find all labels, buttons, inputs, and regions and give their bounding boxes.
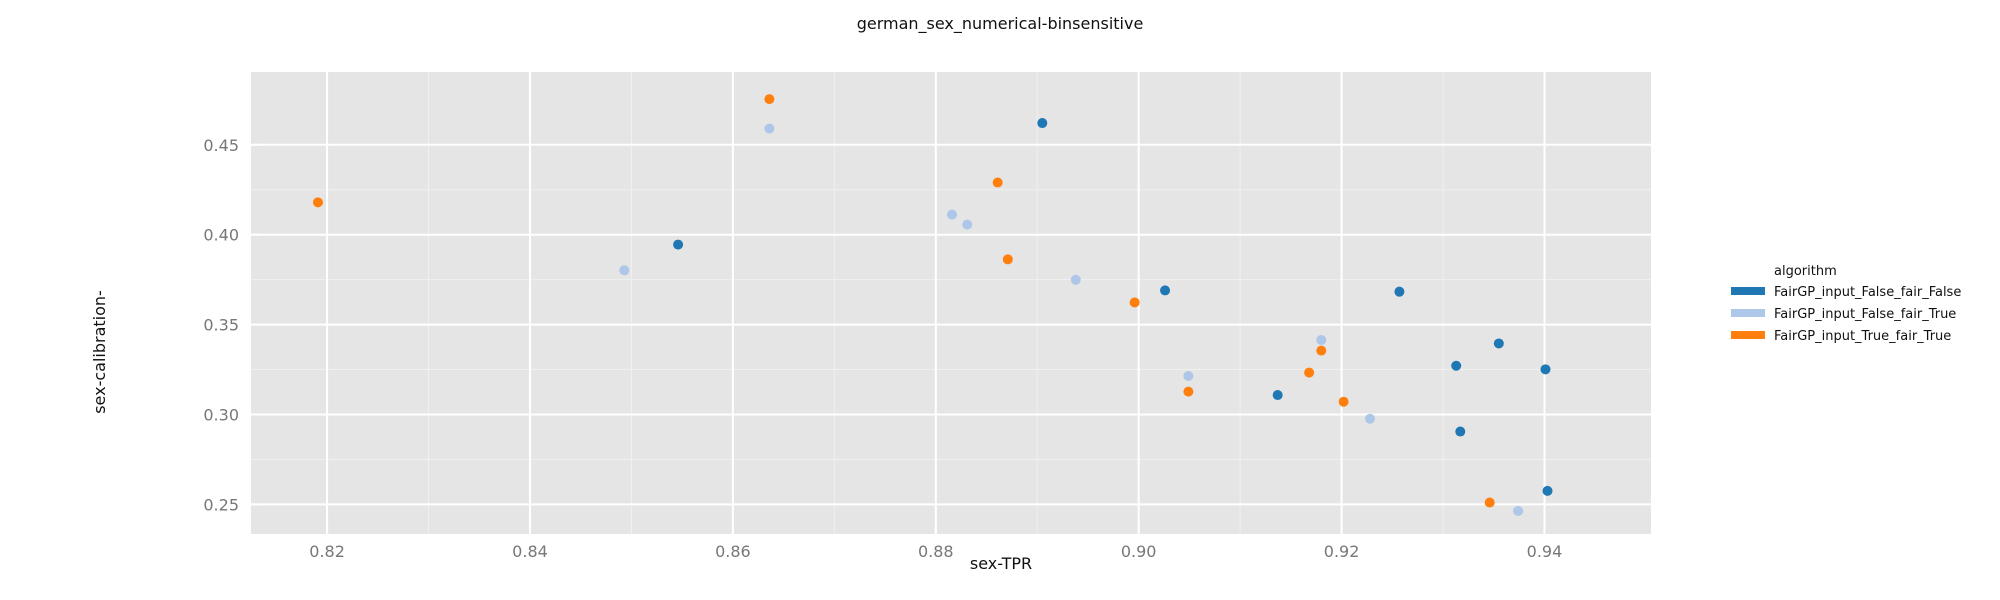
data-points <box>312 94 1553 516</box>
data-point <box>1493 338 1504 349</box>
data-point <box>1304 367 1315 378</box>
data-point <box>1160 285 1171 296</box>
legend-title: algorithm <box>1774 264 1837 279</box>
x-tick-label: 0.94 <box>1527 542 1563 561</box>
data-point <box>1183 386 1194 397</box>
data-point <box>992 177 1003 188</box>
axis-ticks <box>251 143 1546 534</box>
x-tick-label: 0.88 <box>918 542 954 561</box>
y-axis-label: sex-calibration- <box>90 290 109 414</box>
data-point <box>1455 426 1466 437</box>
data-point <box>764 94 775 105</box>
data-point <box>764 123 775 134</box>
series-2-points <box>619 123 1524 516</box>
data-point <box>962 219 973 230</box>
plot-background <box>251 72 1651 534</box>
x-tick-label: 0.82 <box>309 542 345 561</box>
data-point <box>619 265 630 276</box>
series-3-points <box>312 94 1495 508</box>
data-point <box>1272 390 1283 401</box>
data-point <box>1183 370 1194 381</box>
data-point <box>1542 485 1553 496</box>
data-point <box>1070 274 1081 285</box>
legend-label: FairGP_input_False_fair_True <box>1774 307 1956 322</box>
data-point <box>1540 364 1551 375</box>
x-tick-label: 0.84 <box>512 542 548 561</box>
legend-swatch <box>1731 309 1765 317</box>
legend: algorithm FairGP_input_False_fair_FalseF… <box>1731 264 1961 344</box>
y-tick-label: 0.40 <box>203 226 239 245</box>
y-tick-labels: 0.25 0.30 0.35 0.40 0.45 <box>203 136 239 515</box>
y-tick-label: 0.30 <box>203 405 239 424</box>
major-gridlines <box>251 72 1651 534</box>
x-tick-label: 0.86 <box>715 542 751 561</box>
legend-swatch <box>1731 287 1765 295</box>
chart-title: german_sex_numerical-binsensitive <box>857 14 1144 34</box>
data-point <box>1484 497 1495 508</box>
y-tick-label: 0.45 <box>203 136 239 155</box>
data-point <box>1129 297 1140 308</box>
data-point <box>947 209 958 220</box>
legend-label: FairGP_input_False_fair_False <box>1774 285 1961 300</box>
data-point <box>1513 505 1524 516</box>
data-point <box>1002 254 1013 265</box>
x-tick-labels: 0.82 0.84 0.86 0.88 0.90 0.92 0.94 <box>309 542 1562 561</box>
minor-gridlines <box>251 72 1651 534</box>
x-tick-label: 0.90 <box>1121 542 1157 561</box>
data-point <box>673 239 684 250</box>
x-tick-label: 0.92 <box>1324 542 1360 561</box>
data-point <box>1451 360 1462 371</box>
legend-swatch <box>1731 331 1765 339</box>
legend-label: FairGP_input_True_fair_True <box>1774 329 1951 344</box>
series-1-points <box>673 118 1553 496</box>
data-point <box>1316 335 1327 346</box>
data-point <box>312 197 323 208</box>
y-tick-label: 0.35 <box>203 316 239 335</box>
legend-items: FairGP_input_False_fair_False FairGP_inpu… <box>1731 285 1961 344</box>
data-point <box>1364 413 1375 424</box>
y-tick-label: 0.25 <box>203 495 239 514</box>
x-axis-label: sex-TPR <box>970 554 1032 573</box>
data-point <box>1394 286 1405 297</box>
data-point <box>1037 118 1048 129</box>
plot-area <box>251 72 1651 534</box>
data-point <box>1338 396 1349 407</box>
data-point <box>1316 345 1327 356</box>
